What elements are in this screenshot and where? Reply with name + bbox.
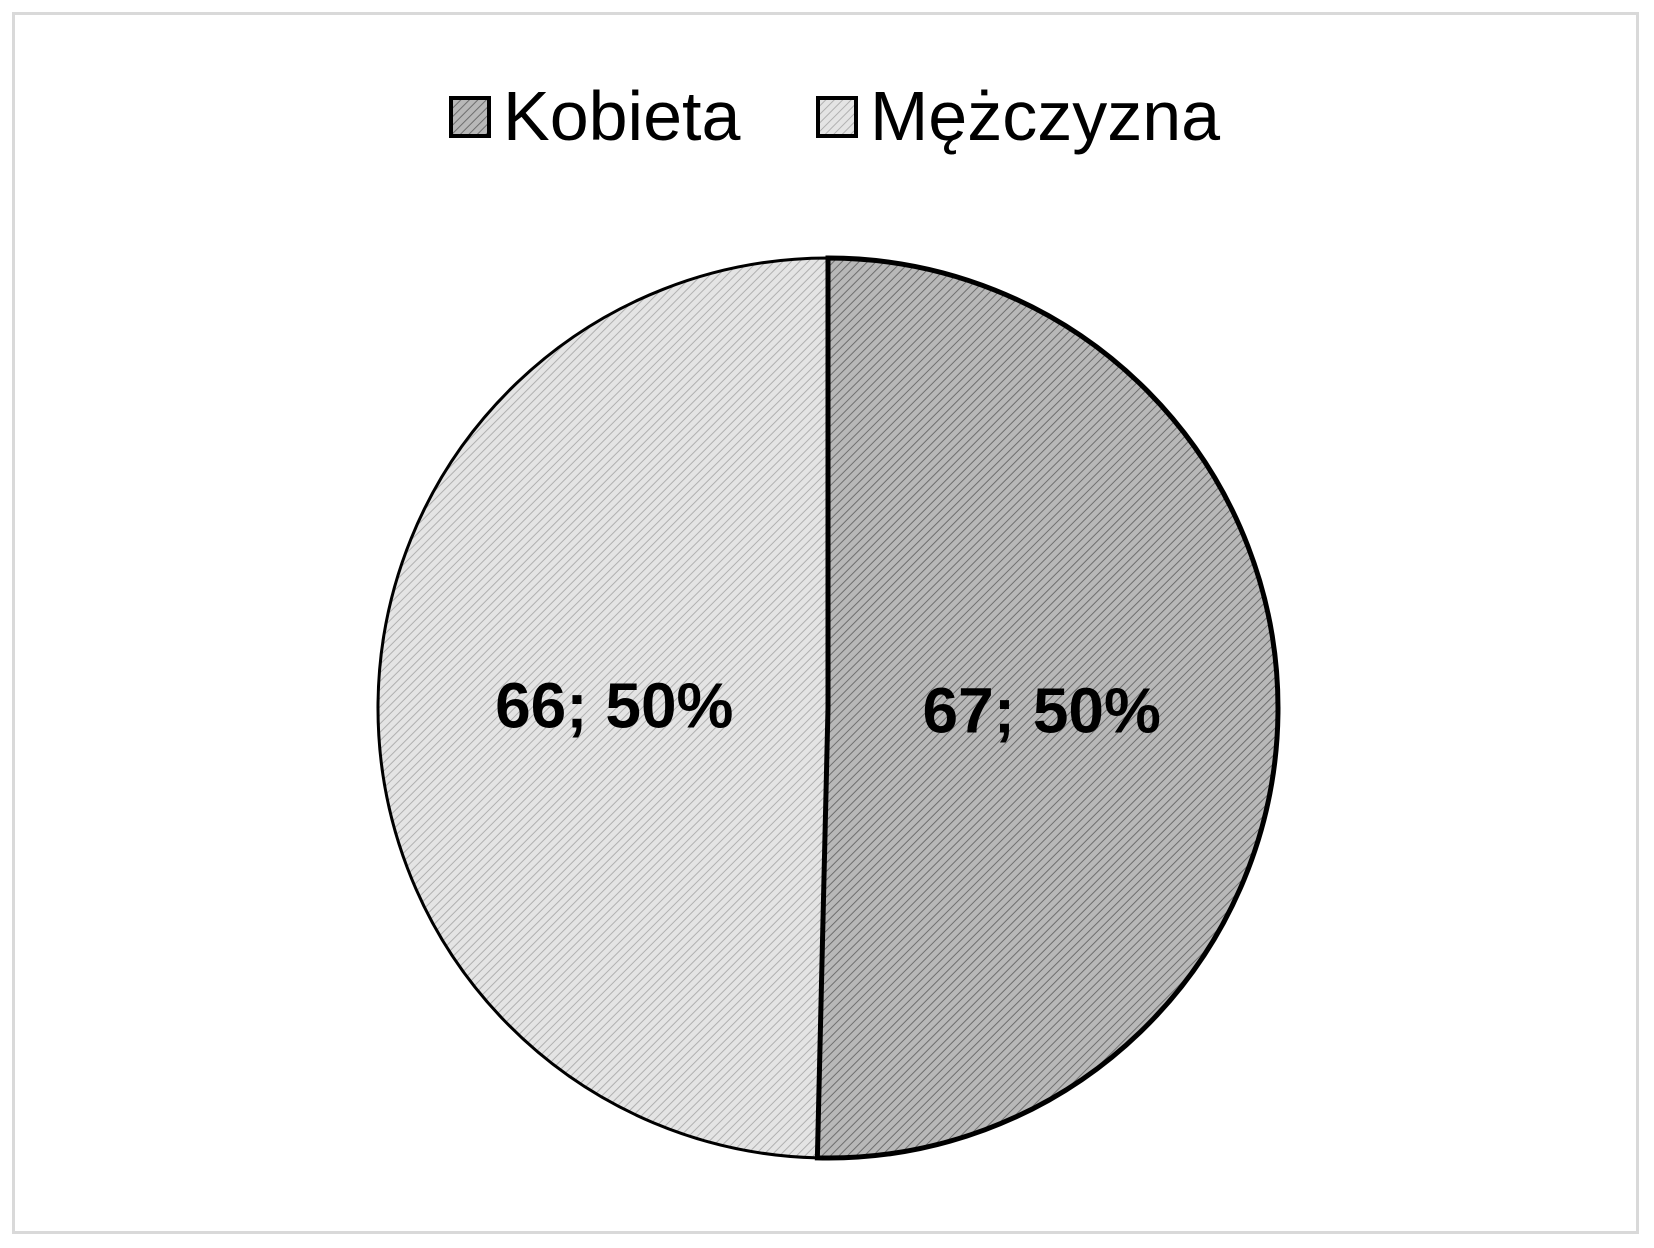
legend-label-kobieta: Kobieta [503, 77, 740, 155]
legend-swatch-mezczyzna [816, 96, 858, 138]
pie-slice-kobieta [814, 255, 1281, 1161]
data-label-mezczyzna: 66; 50% [495, 669, 733, 741]
legend-label-mezczyzna: Mężczyzna [870, 77, 1220, 155]
data-labels: 67; 50% 66; 50% [495, 669, 1161, 746]
legend-swatch-kobieta [449, 96, 491, 138]
legend: Kobieta Mężczyzna [449, 77, 1220, 155]
pie-slice-mezczyzna [376, 256, 830, 1160]
pie-slices [376, 255, 1281, 1161]
data-label-kobieta: 67; 50% [923, 675, 1161, 747]
